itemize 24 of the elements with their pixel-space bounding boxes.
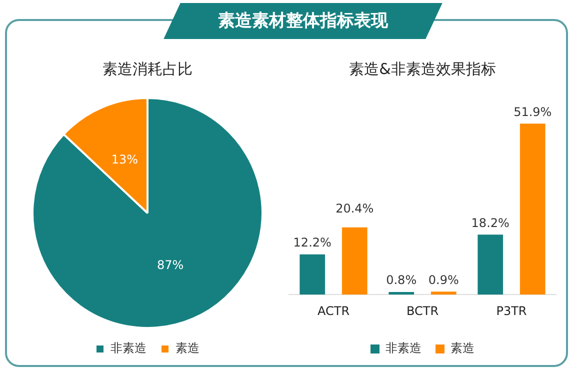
bar bbox=[478, 234, 504, 295]
data-label: 51.9% bbox=[514, 104, 552, 119]
legend-label: 素造 bbox=[450, 341, 474, 356]
data-label: 20.4% bbox=[336, 202, 374, 216]
x-tick-label: ACTR bbox=[317, 304, 350, 318]
data-label: 0.8% bbox=[386, 273, 417, 288]
legend-label: 非素造 bbox=[110, 341, 146, 356]
data-label: 0.9% bbox=[428, 272, 459, 287]
bar bbox=[342, 227, 368, 295]
legend-label: 素造 bbox=[176, 341, 200, 356]
x-tick-label: BCTR bbox=[406, 304, 439, 318]
bar bbox=[520, 124, 546, 295]
bar bbox=[300, 254, 326, 295]
chart-title: 素造&非素造效果指标 bbox=[349, 60, 496, 78]
text: 素造素材整体指标表现 bbox=[217, 10, 389, 33]
legend-label: 非素造 bbox=[386, 341, 422, 356]
data-label: 18.2% bbox=[471, 216, 510, 230]
x-tick-label: P3TR bbox=[496, 304, 527, 318]
chart-title: 素造消耗占比 bbox=[102, 60, 192, 78]
data-label: 12.2% bbox=[293, 236, 332, 250]
data-label: 13% bbox=[111, 152, 138, 166]
bar bbox=[388, 292, 414, 295]
data-label: 87% bbox=[157, 258, 184, 272]
bar bbox=[430, 292, 456, 295]
